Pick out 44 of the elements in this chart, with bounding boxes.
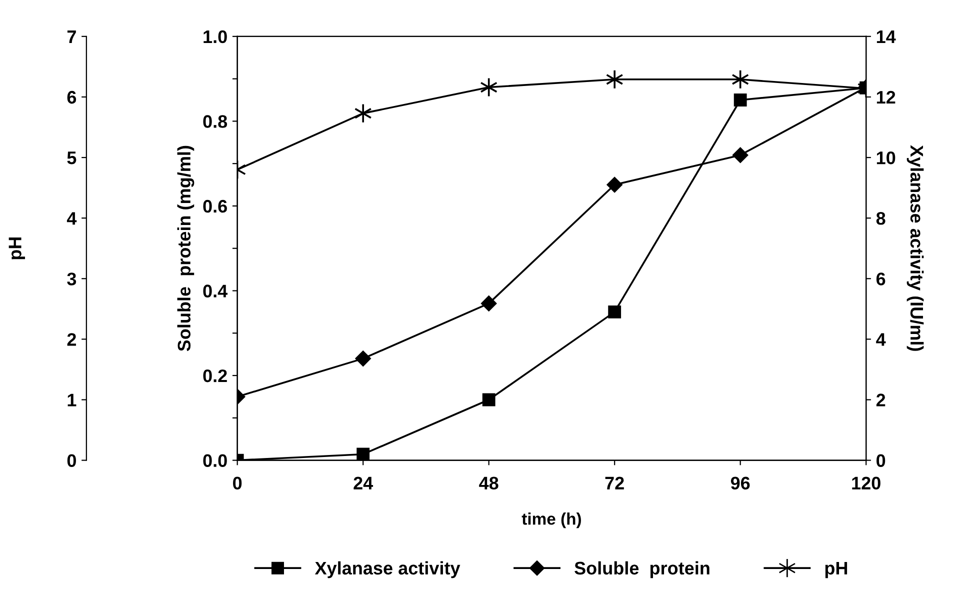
y-axis-title: Soluble protein (mg/ml) <box>177 146 194 352</box>
y2-tick-label: 2 <box>876 394 886 406</box>
y-tick-label: 0.6 <box>203 200 227 213</box>
y3-tick-label: 3 <box>67 272 76 286</box>
x-axis-title: time (h) <box>522 512 581 528</box>
point <box>606 176 622 193</box>
y3-tick-label: 0 <box>67 454 76 468</box>
y3-axis-title: pH <box>8 238 26 260</box>
y3-tick-label: 1 <box>68 394 76 406</box>
y2-tick-label: 14 <box>876 30 896 43</box>
y2-tick-label: 0 <box>876 454 886 468</box>
y-tick-label: 0.4 <box>203 284 228 298</box>
y2-tick-label: 12 <box>876 90 896 104</box>
y3-tick-label: 6 <box>67 90 76 104</box>
y2-tick-label: 8 <box>876 212 886 225</box>
y-tick-label: 0.0 <box>203 454 227 468</box>
legend-label: Xylanase activity <box>314 561 460 578</box>
y-tick-label: 0.8 <box>203 115 228 128</box>
legend-label: pH <box>825 562 848 578</box>
x-tick-label: 48 <box>479 476 498 490</box>
x-tick-label: 72 <box>605 476 624 490</box>
point <box>481 296 497 312</box>
point <box>608 305 622 318</box>
y3-tick-label: 7 <box>67 30 76 43</box>
point <box>732 147 748 163</box>
y-tick-label: 1.0 <box>204 30 227 44</box>
x-tick-label: 0 <box>233 476 242 490</box>
y2-tick-label: 4 <box>876 333 886 346</box>
point <box>356 448 370 460</box>
point <box>482 393 496 406</box>
y2-tick-label: 10 <box>876 151 896 164</box>
y3-tick-label: 5 <box>67 152 76 164</box>
y2-tick-label: 6 <box>876 272 886 286</box>
legend-label: Soluble protein <box>574 561 710 578</box>
point <box>734 94 747 106</box>
y3-tick-label: 2 <box>67 333 76 346</box>
x-tick-label: 96 <box>730 476 750 490</box>
x-tick-label: 24 <box>354 476 374 490</box>
y2-axis-title: Xylanase activity (IU/ml) <box>906 145 924 351</box>
y3-tick-label: 4 <box>66 212 77 225</box>
x-tick-label: 120 <box>852 476 880 490</box>
y-tick-label: 0.2 <box>203 369 227 382</box>
point <box>606 69 624 90</box>
point <box>355 350 371 366</box>
